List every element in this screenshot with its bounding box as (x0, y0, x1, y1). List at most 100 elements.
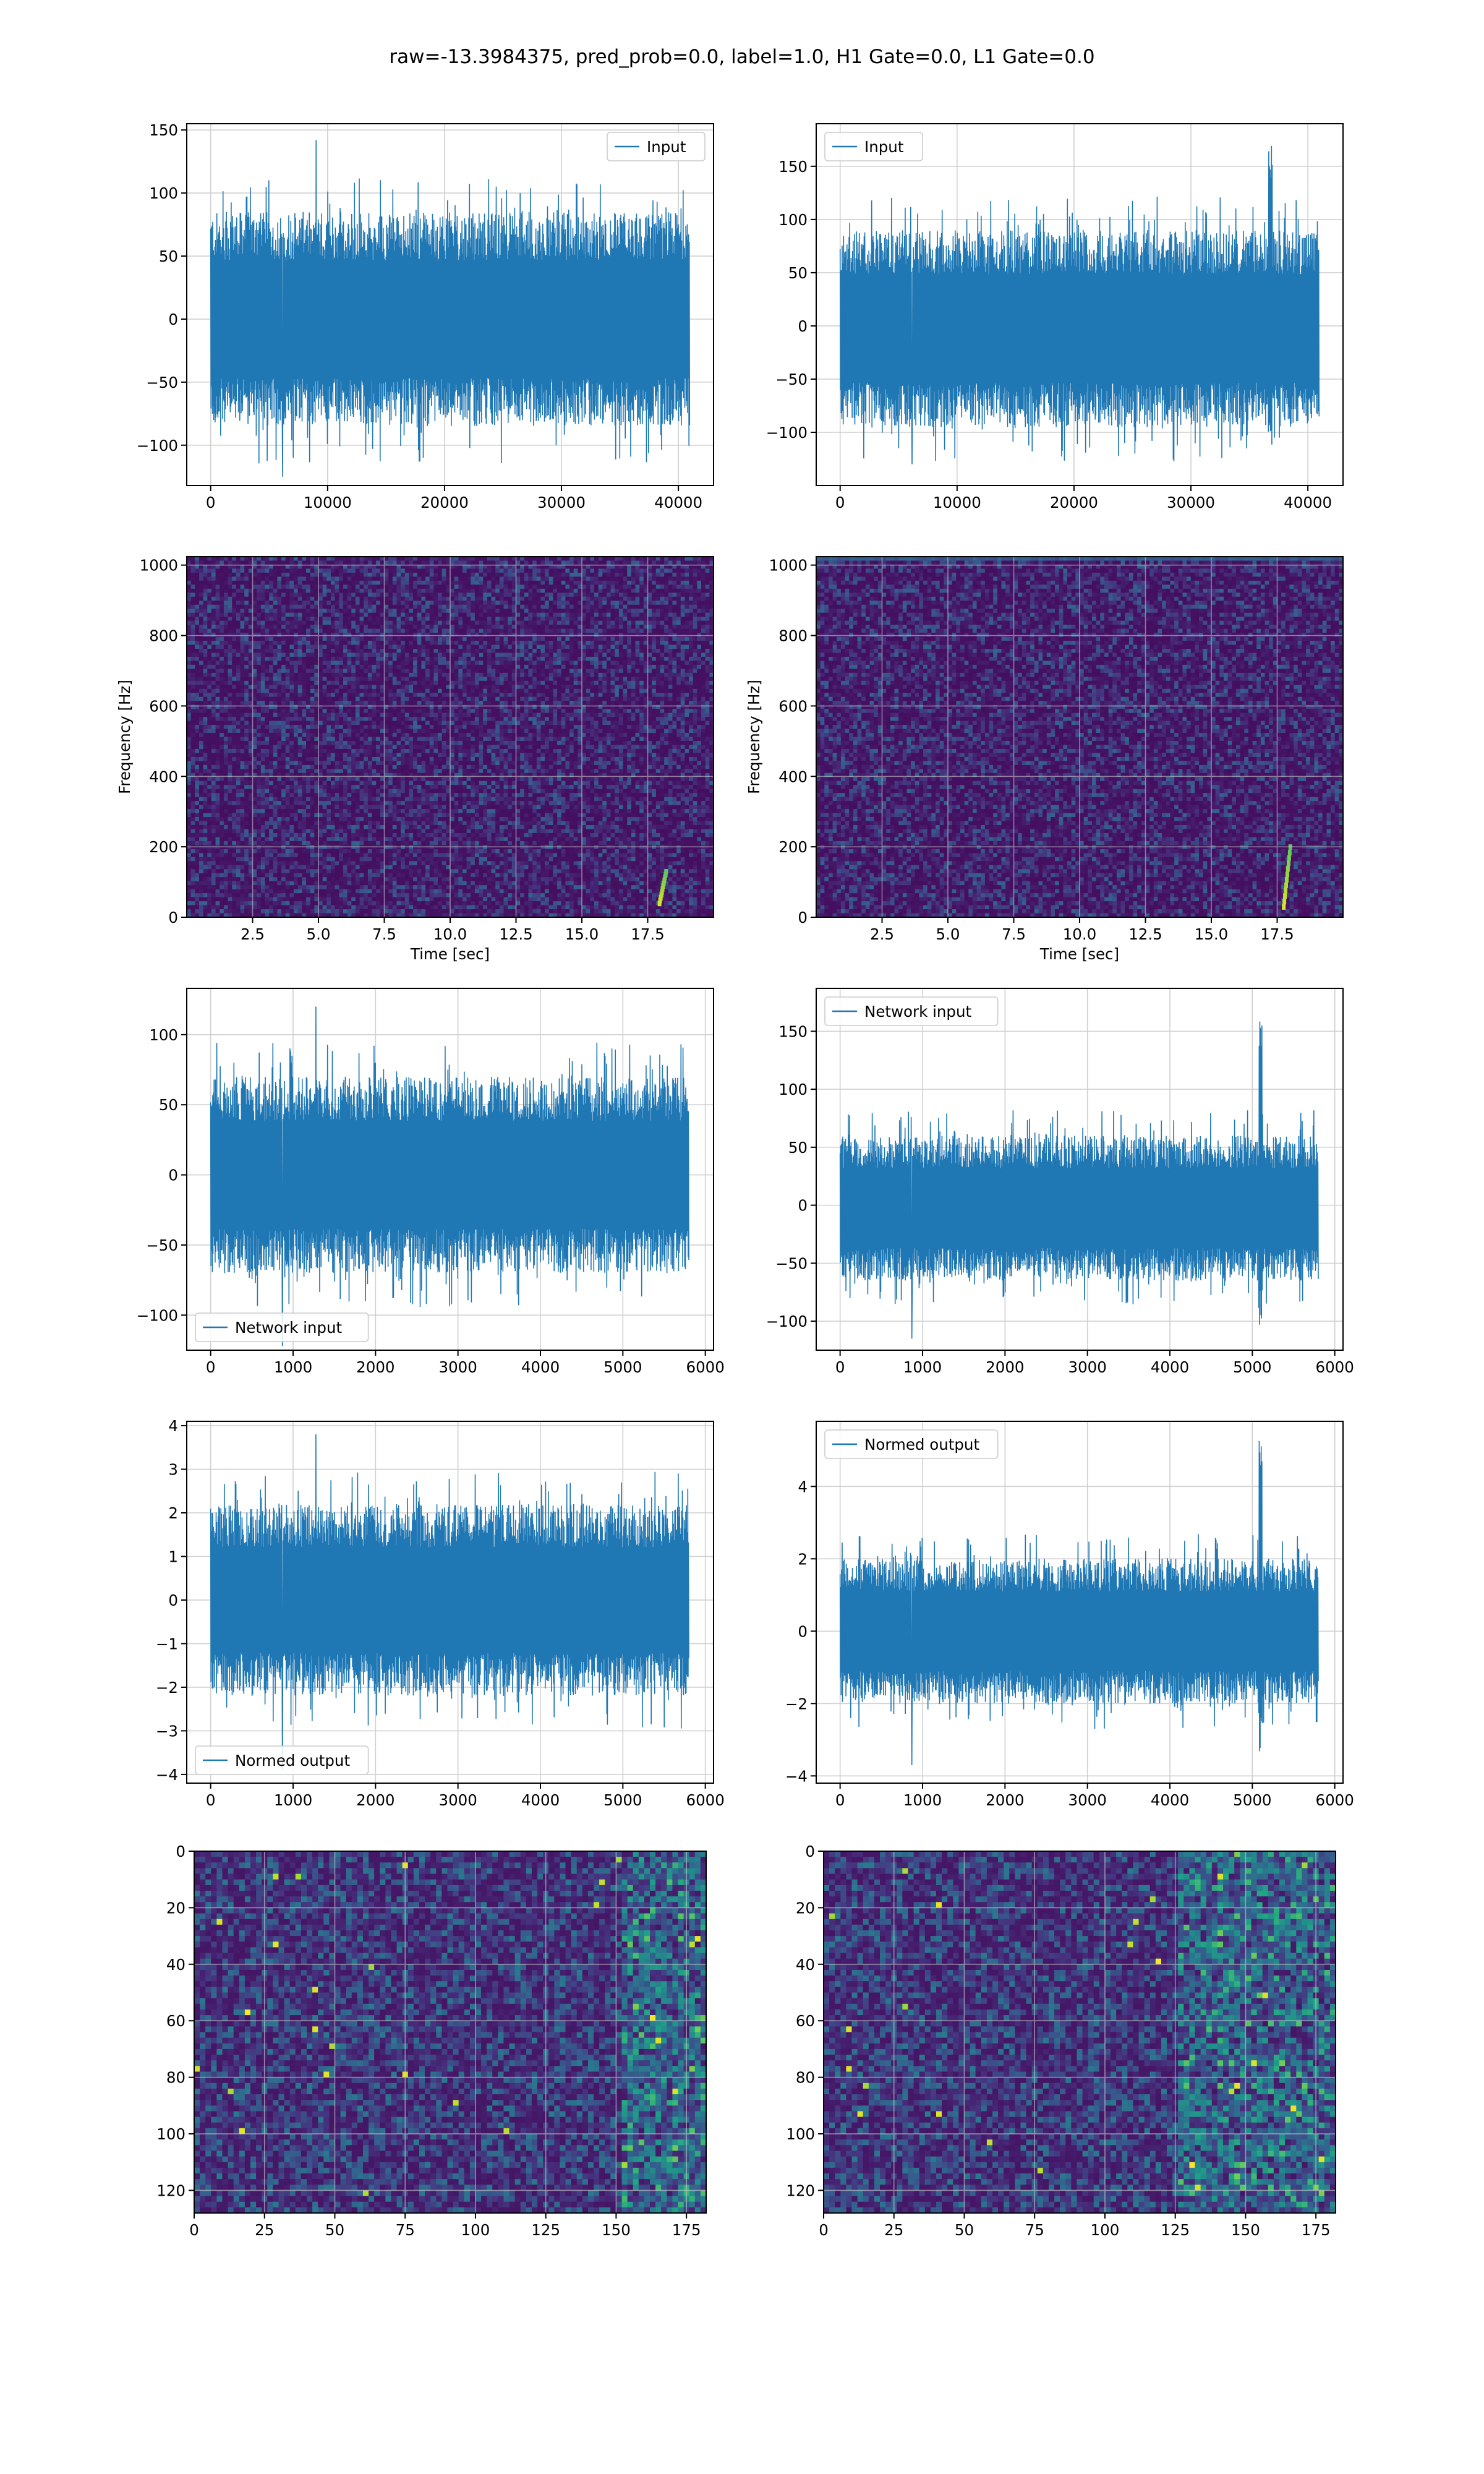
x-tick-label: 6000 (1315, 1791, 1354, 1809)
series-line (210, 140, 691, 477)
x-tick-label: 0 (189, 2221, 199, 2239)
subplot-p3-left: 0 1000 2000 3000 4000 5000 6000 −100 −50 0 50 100 Ne… (137, 988, 725, 1376)
legend-box (195, 1312, 369, 1342)
chirp-track (663, 875, 667, 881)
series-line (210, 1434, 689, 1770)
x-tick-label: 5.0 (307, 925, 331, 943)
subplot-p1-left: 0 10000 20000 30000 40000 −100 −50 0 50 100 150 Inp… (137, 121, 714, 511)
x-tick-label: 0 (206, 1791, 216, 1809)
x-tick-label: 10000 (304, 494, 352, 511)
chirp-track (1284, 888, 1288, 894)
x-tick-label: 1000 (274, 1791, 312, 1809)
x-tick-label: 0 (206, 494, 216, 511)
y-tick-label: −1 (156, 1635, 178, 1653)
y-tick-label: 50 (159, 1096, 178, 1114)
y-tick-label: −100 (137, 437, 178, 455)
x-tick-label: 3000 (1068, 1791, 1106, 1809)
y-tick-label: 0 (805, 1843, 815, 1860)
legend-label: Network input (235, 1319, 342, 1337)
y-tick-label: 600 (149, 697, 178, 715)
x-tick-label: 10000 (933, 494, 981, 511)
x-tick-label: 1000 (274, 1358, 312, 1376)
x-tick-label: 20000 (420, 494, 469, 511)
y-tick-label: 4 (168, 1417, 178, 1435)
y-tick-label: 200 (778, 838, 808, 856)
x-tick-label: 5000 (1233, 1358, 1271, 1376)
y-tick-label: 0 (798, 1197, 808, 1215)
chirp-track (1283, 893, 1287, 899)
series-line (839, 1021, 1319, 1339)
y-tick-label: 80 (166, 2069, 186, 2087)
y-axis-label: Frequency [Hz] (745, 680, 763, 794)
legend: Normed output (195, 1745, 369, 1775)
y-tick-label: 40 (796, 1956, 815, 1974)
y-tick-label: 1000 (769, 557, 808, 575)
x-tick-label: 5.0 (936, 925, 960, 943)
x-tick-label: 50 (325, 2221, 344, 2239)
x-tick-label: 3000 (438, 1358, 477, 1376)
legend: Input (824, 132, 923, 161)
y-tick-label: 100 (778, 1081, 808, 1098)
legend-box (195, 1745, 369, 1775)
y-tick-label: 0 (798, 1622, 808, 1640)
y-tick-label: 50 (788, 264, 808, 282)
x-tick-label: 7.5 (372, 925, 396, 943)
y-tick-label: 50 (788, 1139, 808, 1157)
feature-map-image (824, 1851, 1336, 2214)
x-tick-label: 10.0 (1063, 925, 1097, 943)
x-tick-label: 150 (602, 2221, 631, 2239)
axes-frame (186, 1421, 714, 1784)
y-tick-label: 150 (778, 1022, 808, 1040)
x-tick-label: 1000 (903, 1791, 942, 1809)
series-line (839, 145, 1320, 464)
y-tick-label: 100 (149, 1026, 178, 1044)
y-tick-label: −4 (785, 1767, 808, 1785)
feature-map-image (194, 1851, 707, 2214)
chirp-track (660, 889, 664, 895)
chirp-track (659, 892, 663, 898)
subplot-p3-right: 0 1000 2000 3000 4000 5000 6000 −100 −50 0 50 100 15… (766, 988, 1354, 1376)
x-tick-label: 6000 (686, 1358, 724, 1376)
subplot-p2-right: 2.5 5.0 7.5 10.0 12.5 15.0 17.5 0 200 400 600 800 10… (745, 556, 1344, 963)
axes-frame (194, 1851, 707, 2214)
legend-label: Normed output (864, 1436, 979, 1453)
y-tick-label: 1000 (140, 557, 178, 575)
axes-frame (823, 1851, 1336, 2214)
x-tick-label: 12.5 (1128, 925, 1162, 943)
legend-label: Normed output (235, 1752, 350, 1770)
chirp-track (663, 871, 668, 878)
x-tick-label: 125 (1161, 2221, 1190, 2239)
y-tick-label: 1 (168, 1547, 178, 1565)
legend: Network input (195, 1312, 369, 1342)
x-tick-label: 7.5 (1002, 925, 1026, 943)
x-tick-label: 4000 (1151, 1791, 1189, 1809)
x-tick-label: 5000 (603, 1791, 642, 1809)
x-tick-label: 6000 (1315, 1358, 1354, 1376)
legend-label: Network input (864, 1003, 971, 1021)
series-line (839, 1440, 1319, 1765)
x-tick-label: 6000 (686, 1791, 724, 1809)
chirp-track (1286, 866, 1290, 872)
x-tick-label: 100 (461, 2221, 490, 2239)
x-axis-label: Time [sec] (410, 945, 490, 963)
x-tick-label: 175 (672, 2221, 701, 2239)
y-tick-label: −50 (146, 374, 178, 392)
x-tick-label: 40000 (654, 494, 702, 511)
figure-title: raw=-13.3984375, pred_prob=0.0, label=1.… (389, 46, 1094, 68)
axes-frame (816, 556, 1344, 918)
subplot-grid: 0 10000 20000 30000 40000−100−50050100150Inp… (116, 121, 1354, 2239)
y-tick-label: 0 (168, 1591, 178, 1609)
y-tick-label: 2 (798, 1550, 808, 1568)
y-tick-label: −100 (137, 1306, 178, 1324)
x-tick-label: 10.0 (433, 925, 467, 943)
y-tick-label: 0 (176, 1843, 186, 1860)
subplot-p4-right: 0 1000 2000 3000 4000 5000 6000 −4 −2 0 2 4 Normed o… (785, 1421, 1354, 1809)
x-tick-label: 25 (884, 2221, 903, 2239)
x-tick-label: 2000 (356, 1358, 394, 1376)
y-tick-label: 150 (149, 121, 178, 139)
y-tick-label: 100 (156, 2125, 186, 2143)
legend-box (824, 132, 923, 161)
x-tick-label: 30000 (537, 494, 586, 511)
y-tick-label: 400 (778, 768, 808, 785)
